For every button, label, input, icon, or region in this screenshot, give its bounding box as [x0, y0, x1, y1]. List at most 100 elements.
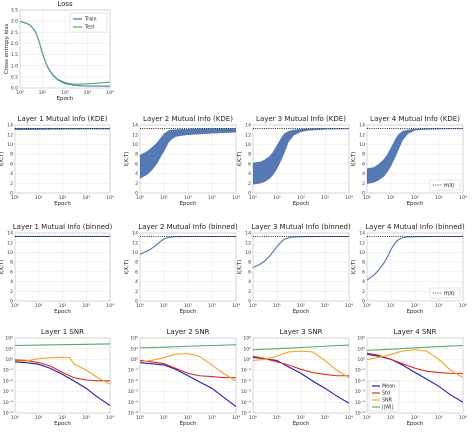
legend-label: SNR: [382, 398, 393, 404]
x-tick-label: 10⁰: [136, 303, 144, 309]
x-axis-label: Epoch: [54, 309, 71, 315]
legend-box: [429, 287, 461, 299]
x-tick-label: 10³: [321, 415, 329, 421]
x-tick-label: 10¹: [273, 303, 281, 309]
mutual-info-band: [367, 128, 463, 184]
y-tick-label: 4: [10, 279, 13, 285]
y-tick-label: 12: [7, 240, 13, 246]
plot-area: [140, 235, 236, 255]
x-tick-label: 10⁰: [363, 195, 371, 201]
x-tick-label: 10¹: [160, 303, 168, 309]
y-tick-label: 10: [359, 250, 365, 256]
chart-kde3: 10⁰ 10¹ 10² 10³ 10⁴ 0 2 4 6 8 10 12 14 Layer 3 Mutual…: [237, 115, 353, 207]
chart-kde1: 10⁰ 10¹ 10² 10³ 10⁴ 0 2 4 6 8 10 12 14 Layer 1 Mutual…: [0, 115, 114, 207]
x-tick-label: 10⁴: [459, 195, 467, 201]
x-tick-label: 10¹: [273, 415, 281, 421]
y-tick-label: 14: [359, 231, 365, 237]
y-tick-label: 1.5: [11, 52, 18, 58]
y-axis-label: I(X;T): [124, 260, 130, 275]
y-tick-label: 10¹: [130, 346, 138, 352]
y-tick-label: 4: [248, 279, 251, 285]
y-tick-label: 10⁻⁴: [241, 400, 251, 406]
x-axis-label: Epoch: [407, 201, 424, 207]
x-tick-label: 10²: [61, 90, 69, 96]
x-tick-label: 10⁰: [249, 415, 257, 421]
series-line-w: [253, 344, 349, 351]
y-tick-label: 0: [248, 191, 251, 197]
x-tick-label: 10²: [297, 303, 305, 309]
plot-area: [15, 128, 110, 131]
y-tick-label: 14: [132, 123, 138, 129]
y-tick-label: 0.0: [11, 86, 18, 92]
y-axis-label: I(X;T): [237, 260, 243, 275]
y-tick-label: 10⁰: [5, 357, 13, 363]
series-line-std: [253, 355, 349, 377]
x-tick-label: 10¹: [387, 195, 395, 201]
y-tick-label: 0: [362, 191, 365, 197]
y-tick-label: 4: [362, 171, 365, 177]
chart-title: Layer 2 SNR: [167, 328, 210, 336]
y-tick-label: 10: [7, 142, 13, 148]
x-axis-label: Epoch: [54, 201, 71, 207]
series-line-mi: [140, 235, 236, 255]
y-axis-label: Cross entropy loss: [4, 24, 10, 75]
y-tick-label: 10: [132, 142, 138, 148]
plot-area: [367, 235, 463, 281]
series-line-w: [140, 344, 236, 349]
y-tick-label: 10⁰: [130, 357, 138, 363]
chart-snr1: 10⁰ 10¹ 10² 10³ 10⁴ 10⁻⁵ 10⁻⁴ 10⁻³ 10⁻² 10⁻¹ 10⁰ 10…: [3, 328, 114, 427]
y-axis-label: I(X;T): [0, 260, 5, 275]
chart-title: Layer 2 Mutual Info (KDE): [143, 115, 233, 123]
x-tick-label: 10¹: [39, 90, 47, 96]
x-tick-label: 10⁴: [106, 90, 114, 96]
x-tick-label: 10³: [321, 195, 329, 201]
y-tick-label: 0: [10, 191, 13, 197]
x-tick-label: 10⁰: [11, 195, 19, 201]
y-tick-label: 10⁻¹: [241, 368, 251, 374]
y-tick-label: 2: [135, 289, 138, 295]
x-tick-label: 10⁴: [459, 415, 467, 421]
x-tick-label: 10¹: [35, 415, 43, 421]
legend-box: [429, 179, 461, 191]
y-tick-label: 10⁻²: [128, 378, 138, 384]
legend-label: H(X): [444, 183, 455, 189]
x-tick-label: 10²: [184, 195, 192, 201]
x-tick-label: 10³: [435, 195, 443, 201]
x-axis-label: Epoch: [293, 421, 310, 427]
y-tick-label: 10: [359, 142, 365, 148]
x-tick-label: 10³: [208, 303, 216, 309]
y-tick-label: 4: [248, 171, 251, 177]
chart-kde4: 10⁰ 10¹ 10² 10³ 10⁴ 0 2 4 6 8 10 12 14 Layer 4 Mutual…: [351, 115, 467, 207]
x-axis-label: Epoch: [293, 201, 310, 207]
x-tick-label: 10¹: [160, 195, 168, 201]
y-tick-label: 0.5: [11, 74, 18, 80]
x-tick-label: 10²: [184, 415, 192, 421]
mutual-info-band: [140, 128, 236, 179]
y-tick-label: 14: [245, 123, 251, 129]
x-tick-label: 10⁰: [249, 303, 257, 309]
y-tick-label: 10¹: [243, 346, 251, 352]
series-line-std: [140, 359, 236, 379]
chart-title: Layer 4 Mutual Info (binned): [365, 223, 465, 231]
series-line-mean: [140, 362, 236, 407]
legend-label: H(X): [444, 291, 455, 297]
y-tick-label: 10⁻⁵: [3, 411, 13, 417]
y-tick-label: 1.0: [11, 63, 18, 69]
series-line-mean: [367, 353, 463, 403]
y-axis-label: I(X;T): [0, 152, 5, 167]
x-tick-label: 10³: [208, 195, 216, 201]
y-tick-label: 10²: [5, 336, 13, 342]
chart-loss: 10⁰ 10¹ 10² 10³ 10⁴ 0.0 0.5 1.0 1.5 2.0 2.5 3.0 3.5 L…: [4, 0, 114, 102]
y-tick-label: 6: [135, 161, 138, 167]
chart-kde2: 10⁰ 10¹ 10² 10³ 10⁴ 0 2 4 6 8 10 12 14 Layer 2 Mutual…: [124, 115, 240, 207]
x-axis-label: Epoch: [407, 421, 424, 427]
x-tick-label: 10¹: [387, 303, 395, 309]
series-line-test: [20, 21, 110, 85]
y-tick-label: 10⁻³: [128, 389, 138, 395]
x-tick-label: 10⁰: [363, 303, 371, 309]
y-tick-label: 8: [10, 260, 13, 266]
chart-title: Layer 3 Mutual Info (KDE): [256, 115, 346, 123]
y-tick-label: 10⁻¹: [128, 368, 138, 374]
y-tick-label: 10: [7, 250, 13, 256]
x-tick-label: 10⁰: [136, 195, 144, 201]
